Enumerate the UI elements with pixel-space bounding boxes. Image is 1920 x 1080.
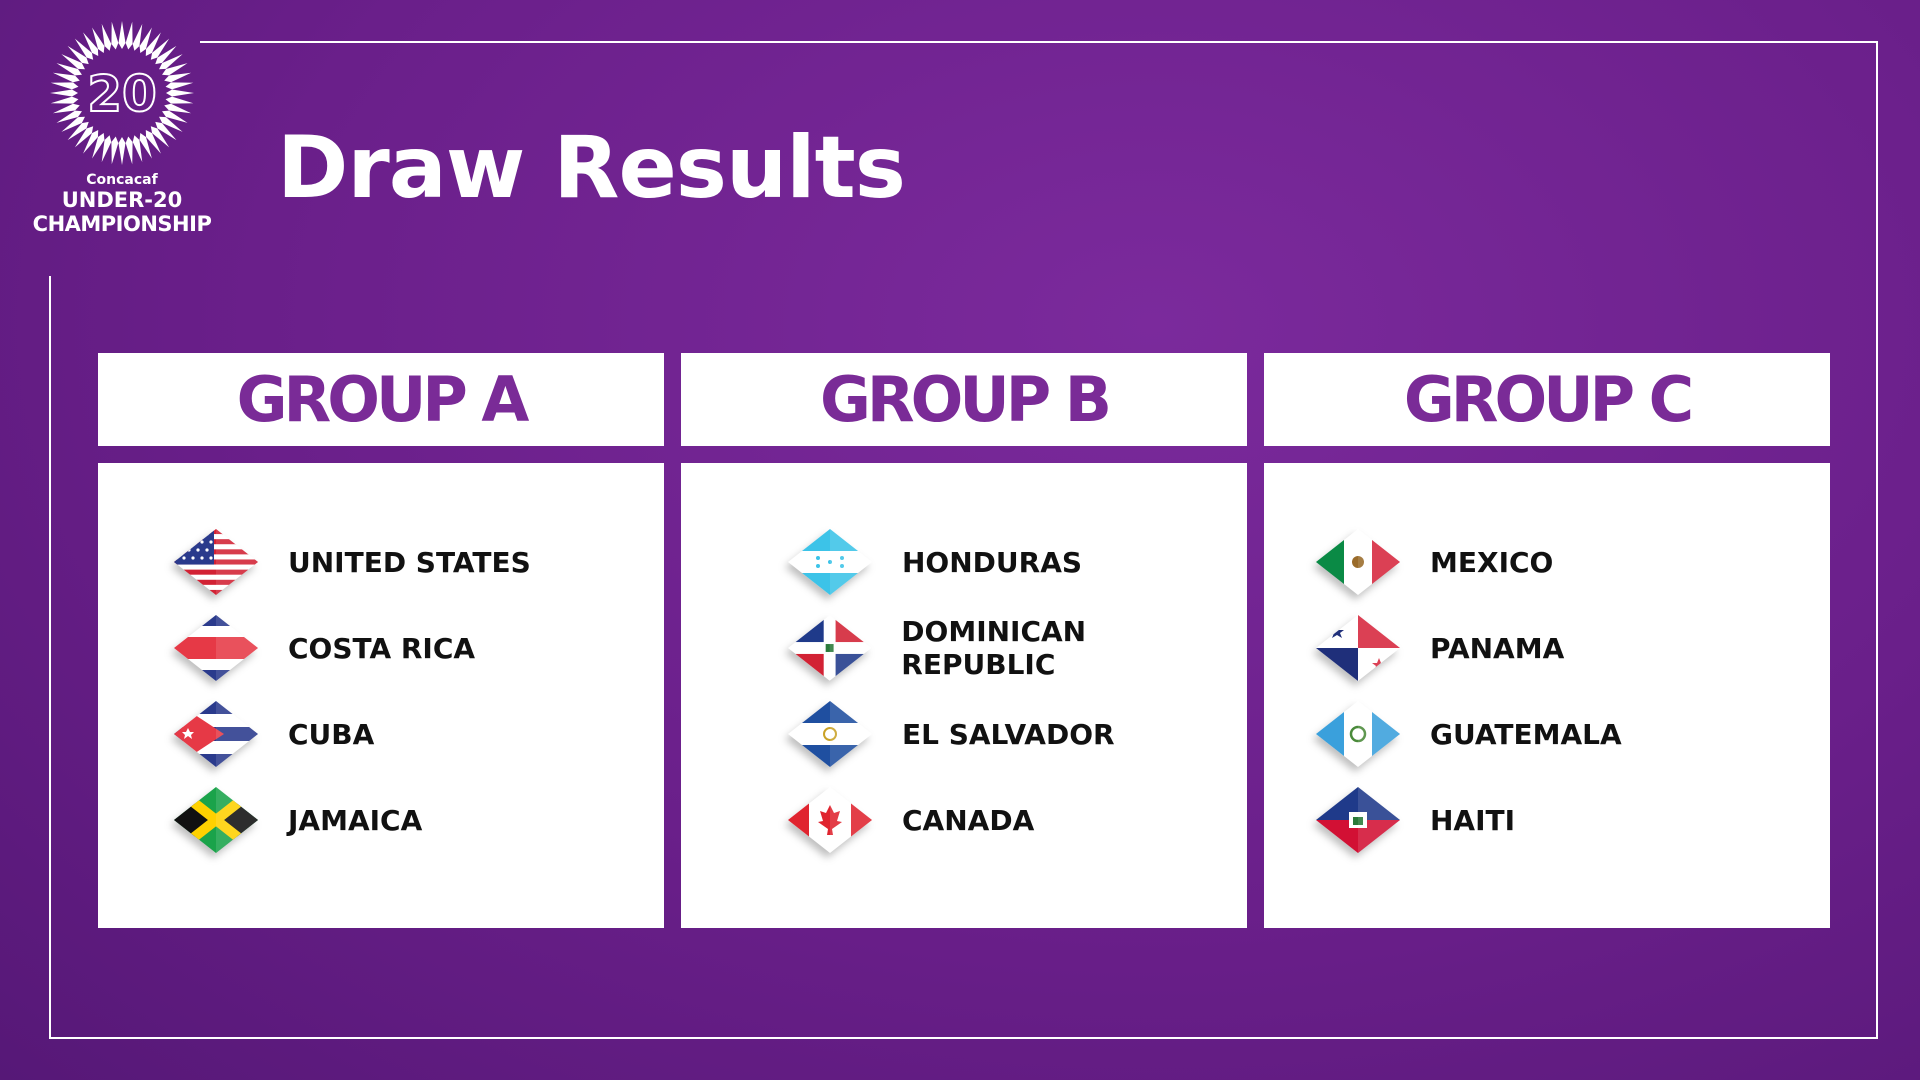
championship-logo: 20 Concacaf UNDER-20 CHAMPIONSHIP bbox=[22, 18, 222, 258]
team-list-item: CANADA bbox=[788, 785, 1034, 855]
team-list-item: DOMINICAN REPUBLIC bbox=[788, 613, 1247, 683]
group-a-card: GROUP A UNITED STATES COSTA RICA CUBA JAMAI… bbox=[98, 353, 664, 928]
team-name: JAMAICA bbox=[288, 803, 423, 837]
group-header: GROUP A bbox=[98, 353, 664, 446]
team-name: GUATEMALA bbox=[1430, 717, 1622, 751]
team-name: CUBA bbox=[288, 717, 375, 751]
frame-line-right bbox=[1876, 41, 1878, 1039]
logo-line2: CHAMPIONSHIP bbox=[32, 212, 212, 236]
group-team-list: MEXICO PANAMA GUATEMALA HAITI bbox=[1264, 463, 1830, 928]
gua-flag-icon bbox=[1316, 701, 1400, 767]
group-header: GROUP B bbox=[681, 353, 1247, 446]
team-list-item: HAITI bbox=[1316, 785, 1515, 855]
can-flag-icon bbox=[788, 787, 872, 853]
team-list-item: GUATEMALA bbox=[1316, 699, 1622, 769]
team-list-item: HONDURAS bbox=[788, 527, 1082, 597]
team-name: UNITED STATES bbox=[288, 545, 531, 579]
team-list-item: COSTA RICA bbox=[174, 613, 475, 683]
hon-flag-icon bbox=[788, 529, 872, 595]
sunburst-logo-icon: 20 bbox=[50, 21, 194, 165]
group-team-list: UNITED STATES COSTA RICA CUBA JAMAICA bbox=[98, 463, 664, 928]
team-name: HAITI bbox=[1430, 803, 1516, 837]
frame-line-bottom bbox=[49, 1037, 1878, 1039]
team-list-item: PANAMA bbox=[1316, 613, 1564, 683]
logo-org: Concacaf bbox=[86, 172, 158, 188]
jam-flag-icon bbox=[174, 787, 258, 853]
team-name: DOMINICAN REPUBLIC bbox=[901, 615, 1087, 681]
frame-line-top bbox=[200, 41, 1878, 43]
crc-flag-icon bbox=[174, 615, 258, 681]
team-list-item: MEXICO bbox=[1316, 527, 1553, 597]
team-name: HONDURAS bbox=[902, 545, 1083, 579]
team-name: COSTA RICA bbox=[288, 631, 476, 665]
team-name: CANADA bbox=[902, 803, 1035, 837]
hai-flag-icon bbox=[1316, 787, 1400, 853]
mex-flag-icon bbox=[1316, 529, 1400, 595]
team-name: MEXICO bbox=[1430, 545, 1554, 579]
team-list-item: JAMAICA bbox=[174, 785, 422, 855]
dom-flag-icon bbox=[788, 615, 872, 681]
svg-text:20: 20 bbox=[87, 65, 157, 123]
usa-flag-icon bbox=[174, 529, 258, 595]
frame-line-left bbox=[49, 276, 51, 1039]
pan-flag-icon bbox=[1316, 615, 1400, 681]
page-title: Draw Results bbox=[277, 118, 906, 218]
team-name: EL SALVADOR bbox=[902, 717, 1115, 751]
group-c-card: GROUP C MEXICO PANAMA GUATEMALA HAITI bbox=[1264, 353, 1830, 928]
group-b-card: GROUP B HONDURAS DOMINICAN REPUBLIC EL SAL… bbox=[681, 353, 1247, 928]
team-list-item: UNITED STATES bbox=[174, 527, 531, 597]
team-name: PANAMA bbox=[1430, 631, 1565, 665]
team-list-item: EL SALVADOR bbox=[788, 699, 1115, 769]
cub-flag-icon bbox=[174, 701, 258, 767]
group-team-list: HONDURAS DOMINICAN REPUBLIC EL SALVADOR CAN… bbox=[681, 463, 1247, 928]
group-header: GROUP C bbox=[1264, 353, 1830, 446]
slv-flag-icon bbox=[788, 701, 872, 767]
logo-line1: UNDER-20 bbox=[61, 188, 183, 212]
team-list-item: CUBA bbox=[174, 699, 374, 769]
